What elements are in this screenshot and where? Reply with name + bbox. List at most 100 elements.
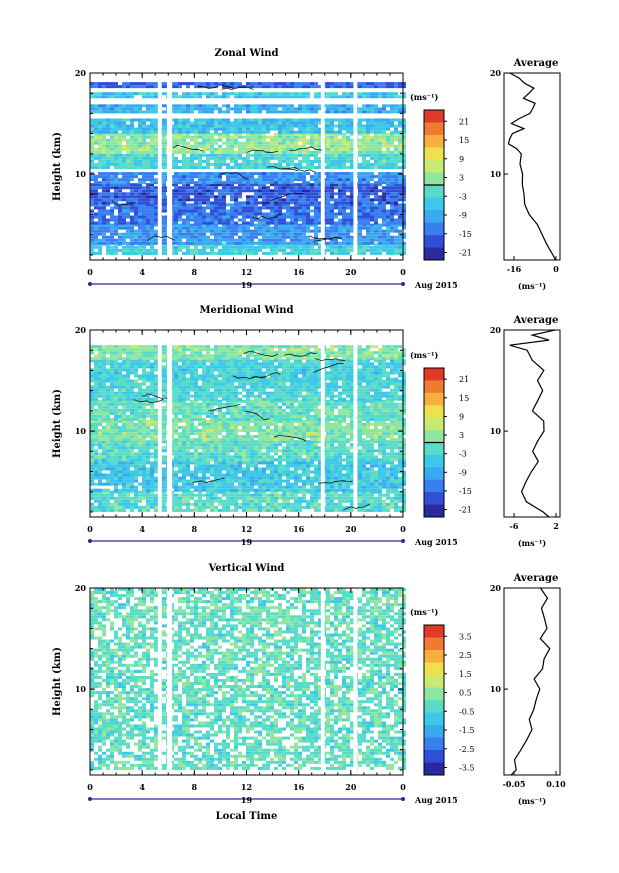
heatmap-cell (246, 141, 250, 145)
heatmap-cell (174, 218, 178, 222)
heatmap-cell (210, 132, 214, 136)
heatmap-cell (286, 502, 290, 506)
heatmap-cell (234, 121, 238, 125)
heatmap-cell (182, 203, 186, 207)
heatmap-cell (382, 209, 386, 213)
heatmap-cell (162, 141, 166, 145)
heatmap-cell (378, 107, 382, 111)
heatmap-cell (402, 212, 406, 216)
heatmap-cell (210, 82, 214, 86)
heatmap-cell (342, 186, 346, 190)
heatmap-cell (210, 490, 214, 494)
heatmap-cell (106, 499, 110, 503)
heatmap-cell (114, 248, 118, 252)
heatmap-cell (154, 130, 158, 134)
heatmap-cell (182, 124, 186, 128)
heatmap-cell (146, 195, 150, 199)
heatmap-cell (202, 144, 206, 148)
heatmap-cell (266, 82, 270, 86)
heatmap-cell (106, 172, 110, 176)
heatmap-cell (382, 485, 386, 489)
heatmap-cell (114, 470, 118, 474)
heatmap-cell (266, 162, 270, 166)
heatmap-cell (114, 496, 118, 500)
heatmap-cell (282, 118, 286, 122)
heatmap-cell (178, 150, 182, 154)
heatmap-cell (218, 192, 222, 196)
heatmap-cell (278, 92, 282, 96)
heatmap-cell (262, 212, 266, 216)
heatmap-cell (334, 178, 338, 182)
heatmap-cell (386, 156, 390, 160)
heatmap-cell (162, 485, 166, 489)
heatmap-cell (206, 162, 210, 166)
heatmap-cell (182, 159, 186, 163)
heatmap-cell (110, 470, 114, 474)
heatmap-cell (326, 195, 330, 199)
heatmap-cell (362, 178, 366, 182)
heatmap-cell (310, 490, 314, 494)
heatmap-cell (386, 476, 390, 480)
heatmap-cell (122, 499, 126, 503)
heatmap-cell (366, 127, 370, 131)
heatmap-cell (126, 212, 130, 216)
heatmap-cell (250, 124, 254, 128)
heatmap-cell (118, 186, 122, 190)
heatmap-cell (214, 493, 218, 497)
heatmap-cell (254, 82, 258, 86)
heatmap-cell (342, 132, 346, 136)
heatmap-cell (370, 130, 374, 134)
heatmap-cell (102, 172, 106, 176)
heatmap-cell (106, 493, 110, 497)
heatmap-cell (358, 496, 362, 500)
heatmap-cell (146, 156, 150, 160)
heatmap-cell (382, 162, 386, 166)
heatmap-cell (274, 107, 278, 111)
heatmap-cell (330, 156, 334, 160)
heatmap-cell (122, 221, 126, 225)
heatmap-cell (138, 221, 142, 225)
heatmap-cell (142, 127, 146, 131)
heatmap-cell (90, 156, 94, 160)
heatmap-cell (218, 118, 222, 122)
heatmap-cell (306, 107, 310, 111)
heatmap-cell (394, 476, 398, 480)
heatmap-cell (234, 248, 238, 252)
heatmap-cell (106, 482, 110, 486)
heatmap-cell (398, 130, 402, 134)
heatmap-cell (330, 132, 334, 136)
heatmap-cell (246, 209, 250, 213)
heatmap-cell (90, 127, 94, 131)
heatmap-cell (378, 496, 382, 500)
heatmap-cell (278, 159, 282, 163)
heatmap-cell (258, 159, 262, 163)
heatmap-cell (162, 159, 166, 163)
heatmap-cell (134, 238, 138, 242)
heatmap-cell (242, 218, 246, 222)
heatmap-cell (266, 499, 270, 503)
heatmap-cell (314, 508, 318, 512)
heatmap-cell (190, 485, 194, 489)
heatmap-cell (298, 490, 302, 494)
heatmap-cell (198, 490, 202, 494)
heatmap-cell (126, 175, 130, 179)
heatmap-cell (186, 505, 190, 509)
heatmap-cell (118, 138, 122, 142)
heatmap-cell (334, 502, 338, 506)
heatmap-cell (310, 165, 314, 169)
heatmap-cell (206, 132, 210, 136)
heatmap-cell (130, 150, 134, 154)
heatmap-cell (214, 235, 218, 239)
heatmap-cell (126, 502, 130, 506)
heatmap-cell (278, 118, 282, 122)
heatmap-cell (134, 251, 138, 255)
heatmap-cell (378, 156, 382, 160)
heatmap-cell (278, 473, 282, 477)
heatmap-cell (246, 248, 250, 252)
heatmap-cell (210, 248, 214, 252)
heatmap-cell (302, 165, 306, 169)
colorbar-segment (424, 247, 444, 261)
heatmap-cell (206, 121, 210, 125)
heatmap-cell (262, 130, 266, 134)
heatmap-cell (366, 488, 370, 492)
